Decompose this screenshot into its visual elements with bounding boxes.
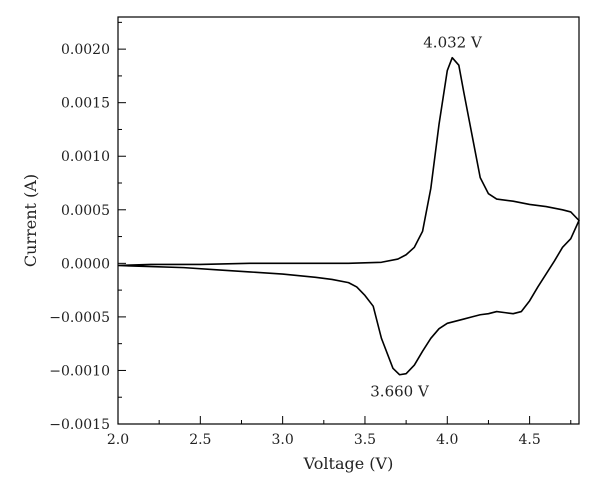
y-axis-title: Current (A)	[21, 174, 40, 267]
x-tick-label: 3.5	[354, 432, 376, 448]
axes: 2.0 2.5 3.0 3.5 4.0 4.5 0.0020 0.0015 0.0010 0.00…	[49, 16, 580, 448]
y-tick-label: 0.0015	[61, 96, 110, 112]
peak-annotation: 3.660 V	[370, 383, 430, 401]
x-axis-title: Voltage (V)	[303, 454, 394, 473]
y-tick-label: 0.0005	[61, 203, 110, 219]
x-tick-label: 2.5	[189, 432, 211, 448]
y-tick-label: 0.0020	[61, 42, 110, 58]
plot-area	[117, 56, 580, 376]
y-tick-label: −0.0015	[49, 417, 110, 433]
peak-annotation: 4.032 V	[423, 34, 483, 52]
x-tick-label: 3.0	[272, 432, 294, 448]
labels: Voltage (V) Current (A) 4.032 V 3.660 V	[21, 34, 483, 473]
plot-frame	[117, 16, 580, 425]
cv-curve-series-0	[117, 56, 580, 376]
x-tick-label: 4.5	[518, 432, 540, 448]
y-tick-label: −0.0010	[49, 363, 110, 379]
x-tick-label: 2.0	[107, 432, 129, 448]
y-tick-label: −0.0005	[49, 310, 110, 326]
y-tick-label: 0.0000	[61, 256, 110, 272]
y-tick-label: 0.0010	[61, 149, 110, 165]
x-tick-label: 4.0	[436, 432, 458, 448]
